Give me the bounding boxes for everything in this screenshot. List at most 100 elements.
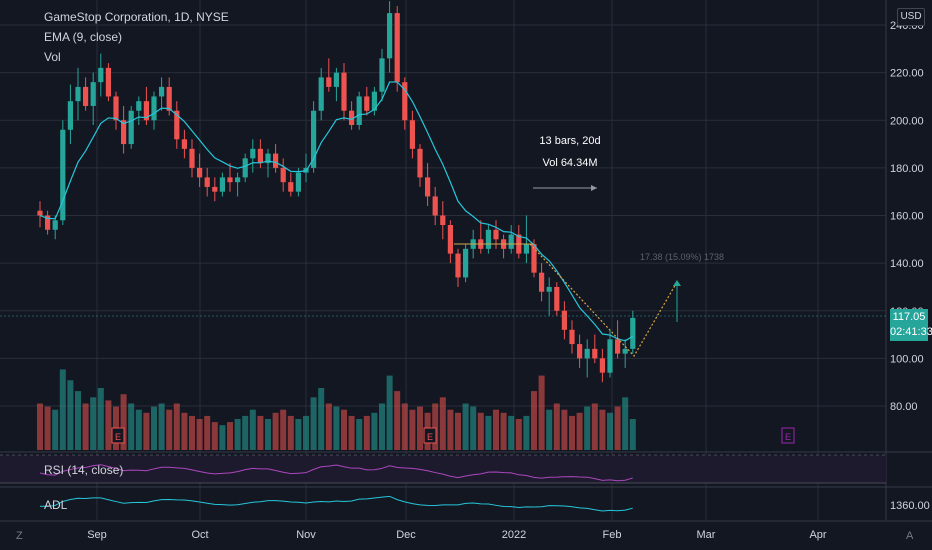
- measure-bars: 13 bars, 20d: [539, 135, 601, 147]
- time-tick-label: Apr: [809, 529, 826, 541]
- candle-body: [273, 153, 279, 168]
- volume-bar: [105, 400, 112, 450]
- candle-body: [257, 148, 263, 164]
- candle-body: [121, 120, 127, 145]
- earnings-marker-label: E: [427, 432, 433, 442]
- rsi-legend[interactable]: RSI (14, close): [44, 463, 124, 477]
- candle-body: [622, 348, 628, 354]
- price-tick-label: 80.00: [890, 401, 918, 413]
- adl-legend[interactable]: ADL: [44, 498, 68, 512]
- earnings-marker-label: E: [785, 432, 791, 442]
- candle-body: [455, 253, 461, 278]
- candle-body: [630, 317, 636, 349]
- price-tick-label: 220.00: [890, 68, 924, 80]
- rsi-band: [0, 455, 886, 483]
- volume-bar: [546, 409, 553, 450]
- volume-bar: [75, 391, 81, 450]
- volume-bar: [622, 397, 629, 450]
- earnings-marker: [781, 427, 795, 444]
- volume-bar: [439, 397, 446, 450]
- zoom-icon[interactable]: Z: [16, 530, 23, 542]
- volume-bar: [287, 415, 294, 450]
- volume-bar: [508, 415, 515, 450]
- candle-body: [554, 286, 560, 311]
- candle-body: [136, 101, 142, 111]
- volume-legend[interactable]: Vol: [44, 50, 61, 64]
- candle-body: [326, 77, 332, 87]
- candle-body: [485, 229, 491, 249]
- volume-bar: [485, 415, 492, 450]
- volume-bar: [189, 415, 195, 450]
- volume-bar: [576, 412, 583, 450]
- symbol-legend[interactable]: GameStop Corporation, 1D, NYSE: [44, 10, 229, 24]
- volume-bar: [295, 419, 302, 450]
- currency-label[interactable]: USD: [897, 8, 925, 26]
- time-tick-label: Sep: [87, 529, 107, 541]
- candle-body: [219, 177, 225, 192]
- volume-bar: [394, 391, 401, 450]
- volume-bar: [569, 415, 575, 450]
- volume-bar: [151, 406, 157, 450]
- volume-bar: [303, 415, 309, 450]
- projection-label: 17.38 (15.09%) 1738: [640, 252, 725, 262]
- volume-bar: [599, 409, 606, 450]
- candle-body: [98, 67, 104, 83]
- volume-bar: [257, 415, 264, 450]
- volume-bar: [629, 419, 636, 450]
- candle-body: [242, 158, 248, 178]
- volume-bar: [318, 388, 325, 450]
- candle-body: [280, 167, 286, 183]
- volume-bar: [462, 403, 469, 450]
- candle-body: [417, 148, 423, 178]
- candle-body: [561, 310, 567, 330]
- volume-bar: [97, 388, 104, 450]
- time-tick-label: 2022: [502, 529, 526, 541]
- volume-bar: [515, 419, 522, 450]
- auto-scale-icon[interactable]: A: [906, 530, 914, 542]
- adl-line: [39, 495, 633, 512]
- time-tick-label: Feb: [603, 529, 622, 541]
- candle-body: [143, 101, 149, 121]
- candle-body: [409, 120, 415, 149]
- candle-body: [371, 91, 377, 111]
- volume-bar: [493, 409, 499, 450]
- candle-body: [166, 86, 172, 111]
- candle-body: [364, 96, 370, 111]
- last-price: 117.05: [892, 311, 926, 323]
- volume-bar: [523, 415, 530, 450]
- candle-body: [288, 182, 294, 192]
- candle-body: [90, 82, 96, 106]
- candle-body: [615, 339, 621, 354]
- candle-body: [333, 72, 339, 87]
- volume-bar: [531, 391, 537, 450]
- volume-bar: [219, 425, 226, 450]
- ema-legend[interactable]: EMA (9, close): [44, 30, 123, 44]
- candle-body: [447, 225, 453, 254]
- volume-bar: [409, 409, 416, 450]
- volume-bar: [538, 375, 545, 450]
- volume-bar: [401, 403, 408, 450]
- volume-bar: [234, 419, 241, 450]
- volume-bar: [204, 415, 211, 450]
- volume-bar: [67, 380, 74, 450]
- volume-bar: [52, 409, 59, 450]
- volume-bar: [227, 422, 233, 450]
- volume-bar: [614, 406, 621, 450]
- price-tick-label: 160.00: [890, 211, 924, 223]
- candle-body: [189, 148, 195, 168]
- volume-bar: [196, 419, 203, 450]
- price-tick-label: 200.00: [890, 115, 924, 127]
- candle-body: [379, 58, 385, 92]
- candle-body: [159, 86, 165, 97]
- candle-body: [356, 96, 362, 126]
- candle-body: [318, 77, 324, 111]
- candle-body: [569, 329, 575, 345]
- volume-bar: [272, 412, 279, 450]
- candle-body: [425, 177, 431, 197]
- bar-countdown: 02:41:33: [890, 326, 932, 338]
- volume-bar: [348, 415, 355, 450]
- candle-body: [349, 110, 355, 126]
- candle-body: [250, 148, 256, 159]
- volume-bar: [417, 406, 423, 450]
